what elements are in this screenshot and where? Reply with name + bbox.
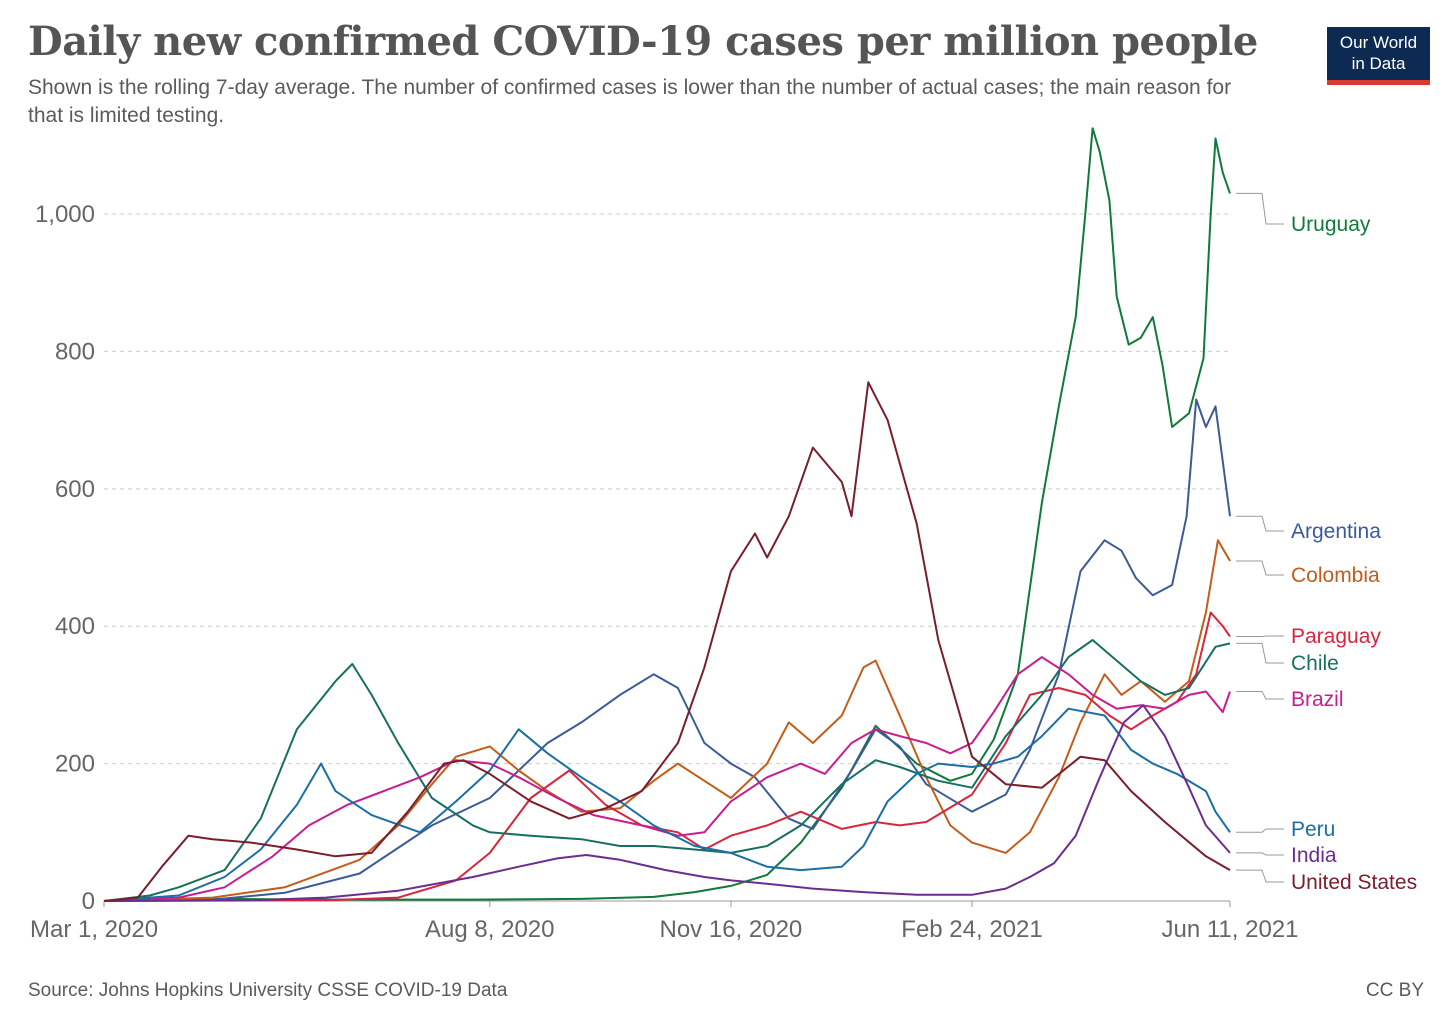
label-connector-india bbox=[1236, 852, 1284, 856]
series-line-peru[interactable] bbox=[103, 707, 1231, 902]
chart-subtitle: Shown is the rolling 7-day average. The … bbox=[28, 76, 1232, 127]
series-labels: Uruguay Argentina Colombia Paraguay Chile Bra… bbox=[1236, 192, 1417, 894]
label-connector-argentina bbox=[1236, 515, 1284, 532]
x-tick-label: Aug 8, 2020 bbox=[425, 916, 554, 943]
x-tick-label: Mar 1, 2020 bbox=[30, 916, 158, 943]
axis-layer: 0 200 400 600 800 1,000 Mar 1, 2020 Aug 8, 2020… bbox=[30, 201, 1299, 943]
y-tick-label: 400 bbox=[55, 613, 95, 640]
series-line-chile[interactable] bbox=[103, 639, 1231, 902]
x-tick-label: Feb 24, 2021 bbox=[901, 916, 1042, 943]
y-tick-label: 200 bbox=[55, 751, 95, 778]
series-line-india[interactable] bbox=[103, 704, 1231, 902]
series-label-chile[interactable]: Chile bbox=[1291, 652, 1339, 675]
grid-layer bbox=[104, 213, 1230, 765]
x-tick-label: Jun 11, 2021 bbox=[1161, 916, 1298, 943]
logo-line-2: in Data bbox=[1351, 54, 1406, 73]
series-label-united-states[interactable]: United States bbox=[1291, 871, 1417, 894]
label-connector-peru bbox=[1236, 828, 1284, 833]
series-label-argentina[interactable]: Argentina bbox=[1291, 520, 1381, 543]
series-label-brazil[interactable]: Brazil bbox=[1291, 688, 1344, 711]
series-label-peru[interactable]: Peru bbox=[1291, 818, 1335, 841]
x-tick-label: Nov 16, 2020 bbox=[660, 916, 803, 943]
label-connector-chile bbox=[1236, 642, 1284, 664]
chart-title: Daily new confirmed COVID-19 cases per m… bbox=[28, 18, 1258, 65]
line-chart: 0 200 400 600 800 1,000 Mar 1, 2020 Aug 8, 2020… bbox=[30, 127, 1417, 943]
series-label-paraguay[interactable]: Paraguay bbox=[1291, 625, 1381, 648]
series-label-colombia[interactable]: Colombia bbox=[1291, 564, 1380, 587]
source-note[interactable]: Source: Johns Hopkins University CSSE CO… bbox=[28, 980, 508, 1001]
series-line-brazil[interactable] bbox=[103, 656, 1231, 902]
owid-logo[interactable]: Our World in Data bbox=[1327, 27, 1430, 85]
series-layer bbox=[103, 127, 1231, 902]
series-line-uruguay[interactable] bbox=[103, 127, 1231, 902]
label-connector-colombia bbox=[1236, 560, 1284, 576]
y-tick-label: 1,000 bbox=[35, 201, 95, 228]
label-connector-united-states bbox=[1236, 869, 1284, 883]
label-connector-paraguay bbox=[1236, 635, 1284, 637]
series-label-india[interactable]: India bbox=[1291, 844, 1337, 867]
label-connector-uruguay bbox=[1236, 192, 1284, 225]
series-line-colombia[interactable] bbox=[103, 539, 1231, 902]
y-tick-label: 600 bbox=[55, 476, 95, 503]
logo-line-1: Our World bbox=[1339, 33, 1418, 52]
label-connector-brazil bbox=[1236, 691, 1284, 700]
y-tick-label: 0 bbox=[82, 888, 95, 915]
series-line-united-states[interactable] bbox=[103, 381, 1231, 902]
license-link[interactable]: CC BY bbox=[1365, 980, 1424, 1001]
series-label-uruguay[interactable]: Uruguay bbox=[1291, 213, 1371, 236]
series-line-argentina[interactable] bbox=[103, 398, 1231, 902]
y-tick-label: 800 bbox=[55, 338, 95, 365]
